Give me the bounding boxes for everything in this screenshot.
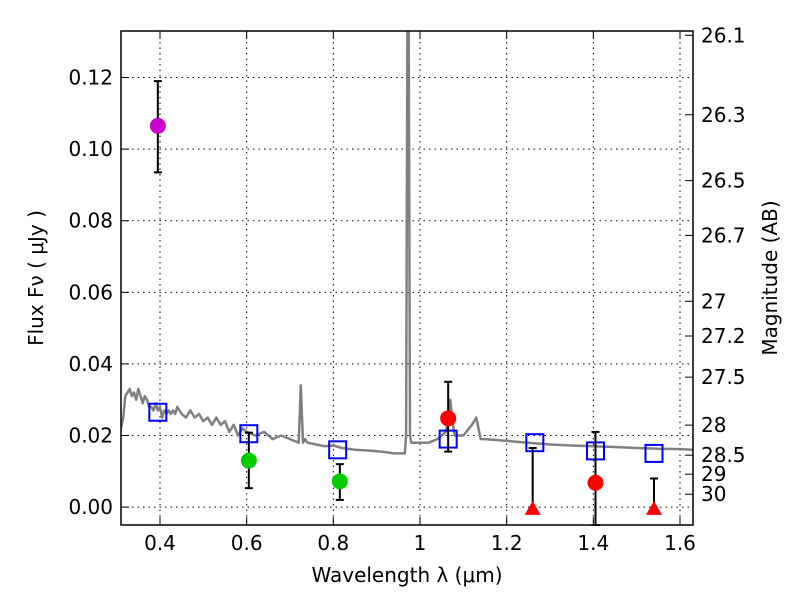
right-tick-label: 27.5 <box>701 365 746 389</box>
model-point <box>148 402 168 422</box>
model-point <box>644 443 664 463</box>
data-point <box>587 474 604 491</box>
data-point <box>240 452 257 469</box>
plot-frame <box>120 30 694 526</box>
spectrum-line <box>121 31 693 455</box>
x-tick-label: 0.6 <box>231 531 263 555</box>
model-point <box>525 433 545 453</box>
model-point <box>328 440 348 460</box>
y-tick-label: 0.08 <box>68 209 113 233</box>
y-tick-label: 0.10 <box>68 137 113 161</box>
data-point <box>440 410 457 427</box>
right-tick-label: 27 <box>701 289 726 313</box>
right-tick-label: 30 <box>701 482 726 506</box>
y-tick-label: 0.02 <box>68 424 113 448</box>
x-tick-label: 1.2 <box>491 531 523 555</box>
x-tick-label: 1.4 <box>577 531 609 555</box>
markers <box>148 80 664 526</box>
x-axis: 0.4 0.6 0.8 1 1.2 1.4 1.6 <box>144 31 696 555</box>
right-tick-label: 28.5 <box>701 443 746 467</box>
x-tick-label: 0.4 <box>144 531 176 555</box>
y-tick-label: 0.00 <box>68 495 113 519</box>
right-tick-label: 26.7 <box>701 223 746 247</box>
y-axis-label: Flux Fν ( μJy ) <box>24 210 48 346</box>
x-tick-label: 0.8 <box>317 531 349 555</box>
y-tick-label: 0.12 <box>68 66 113 90</box>
right-tick-label: 26.3 <box>701 103 746 127</box>
y-tick-label: 0.06 <box>68 280 113 304</box>
right-tick-label: 27.2 <box>701 324 746 348</box>
upper-limit-point <box>646 500 662 515</box>
x-tick-label: 1 <box>414 531 427 555</box>
data-point <box>149 117 166 134</box>
plot-area <box>121 31 693 455</box>
upper-limit-point <box>524 500 541 515</box>
right-tick-label: 26.5 <box>701 169 746 193</box>
right-axis-label: Magnitude (AB) <box>758 200 782 355</box>
right-tick-label: 29 <box>701 462 726 486</box>
right-tick-label: 26.1 <box>701 23 746 47</box>
y-axis: 0.00 0.02 0.04 0.06 0.08 0.10 0.12 <box>68 66 129 519</box>
right-tick-label: 28 <box>701 413 726 437</box>
x-axis-label: Wavelength λ (μm) <box>311 563 502 587</box>
x-tick-label: 1.6 <box>664 531 696 555</box>
y-tick-label: 0.04 <box>68 352 113 376</box>
data-point <box>331 473 348 490</box>
